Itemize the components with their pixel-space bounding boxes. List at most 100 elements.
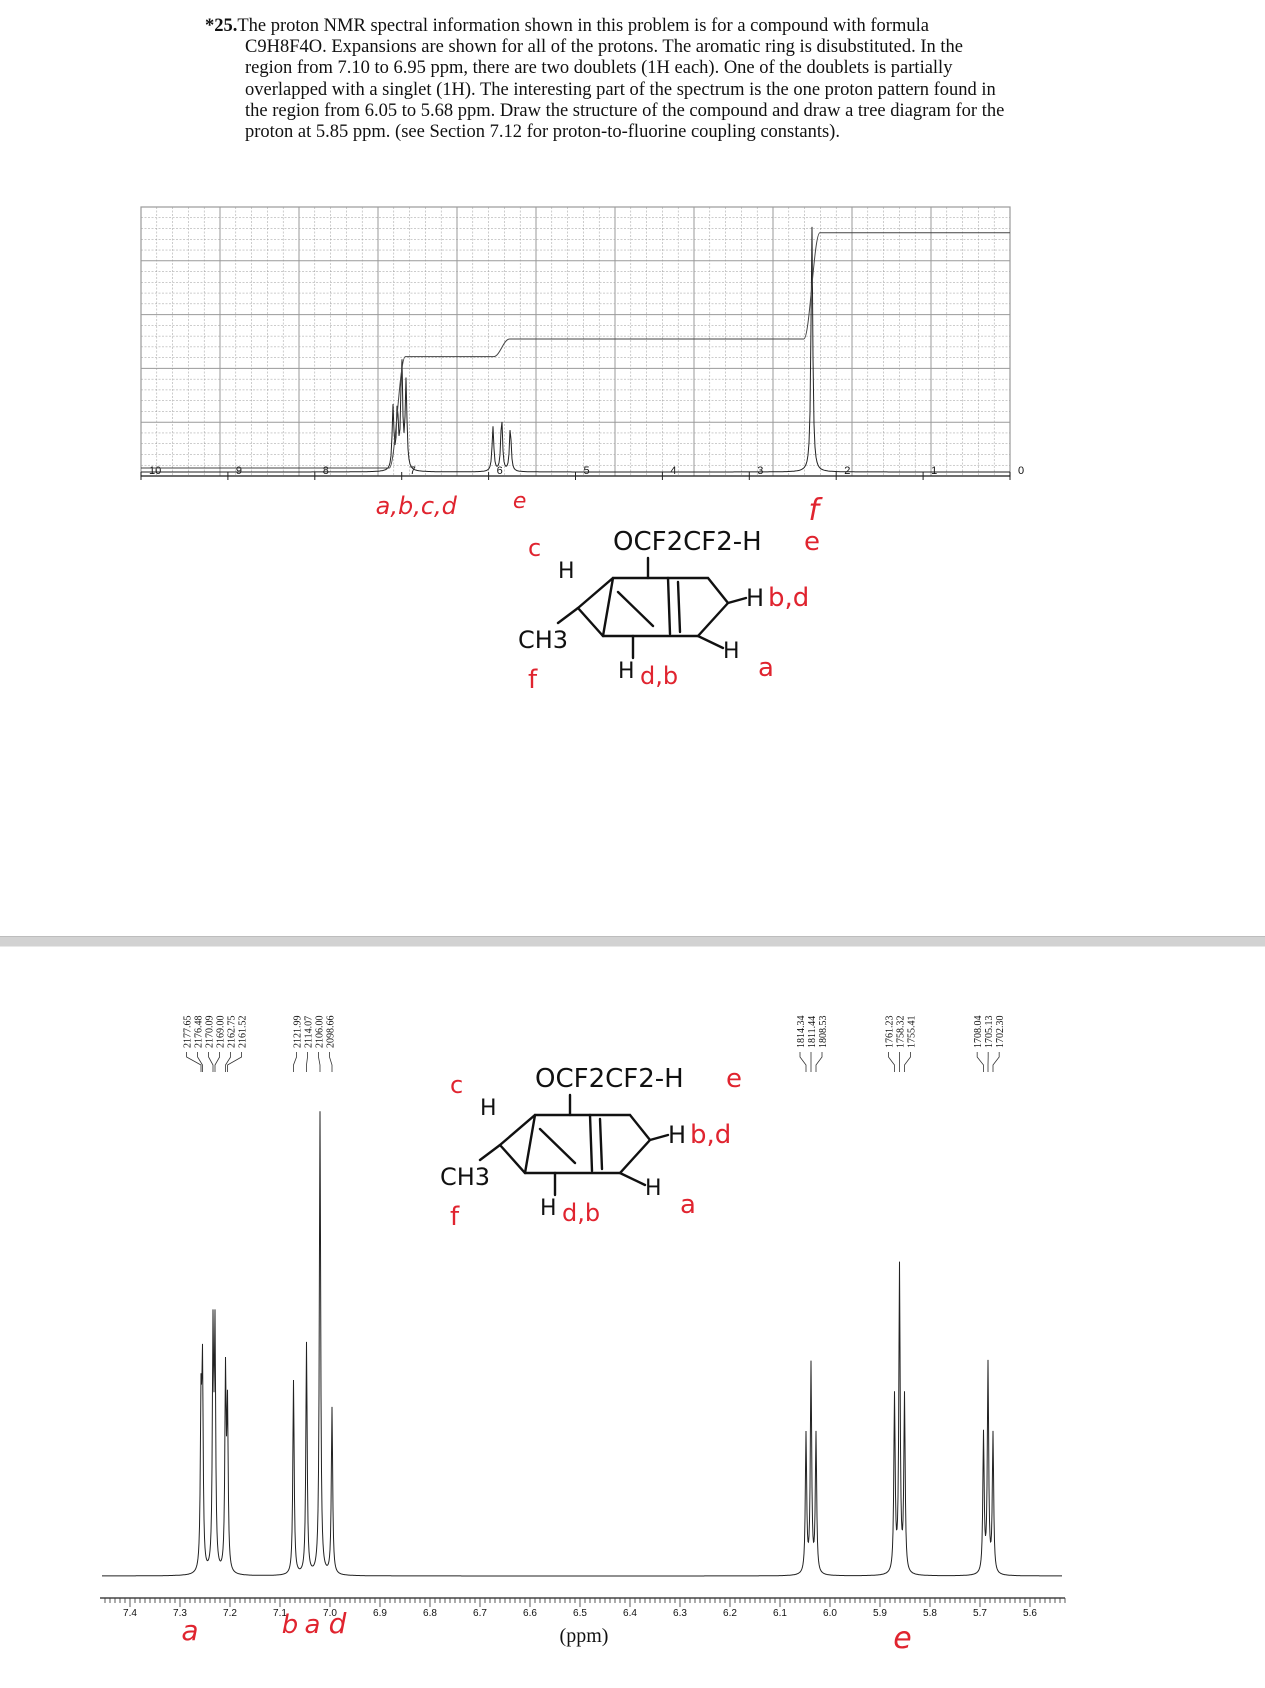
top-label-db: d,b [640, 662, 678, 690]
chart1-x-tick-label: 0 [1018, 465, 1024, 477]
chart2-x-axis-label: (ppm) [560, 1625, 609, 1647]
chart2-peak-label: 2170.09 [205, 1016, 216, 1049]
bottom-label-h-lower: H [645, 1176, 662, 1201]
top-methyl-label: CH3 [518, 626, 568, 654]
top-label-h-lower: H [723, 639, 740, 664]
chart2-x-tick-label: 6.8 [423, 1608, 437, 1619]
bottom-label-bd: b,d [690, 1120, 731, 1150]
chart2-peak-label: 2114.07 [304, 1016, 315, 1048]
top-label-h-bottom: H [618, 659, 635, 684]
top-proton-e-label: e [804, 527, 820, 557]
bottom-label-f: f [450, 1202, 460, 1232]
bottom-label-db: d,b [562, 1199, 600, 1227]
chart2-peak-label: 2176.48 [194, 1016, 205, 1049]
problem-text: The proton NMR spectral information show… [237, 16, 1005, 143]
chart2-peak-connector [214, 1052, 220, 1072]
chart1-spectrum-trace [141, 226, 1010, 473]
chart2-peak-label: 2169.00 [216, 1016, 227, 1049]
chart1-x-tick-label: 6 [497, 465, 503, 477]
chart2-peak-label: 1814.34 [796, 1016, 807, 1049]
chart2-x-tick-label: 6.1 [773, 1608, 787, 1619]
chart2-x-tick-label: 6.2 [723, 1608, 737, 1619]
chart2-spectrum-trace [102, 1111, 1062, 1577]
chart2-x-tick-label: 6.4 [623, 1608, 637, 1619]
chart2-x-tick-label: 7.3 [173, 1608, 187, 1619]
bottom-proton-e-label: e [726, 1064, 742, 1094]
chart2-peak-connector [888, 1052, 895, 1072]
chart2-peak-connector [904, 1052, 911, 1072]
chart2-annotation-label: b [282, 1610, 299, 1640]
problem-statement: *25.The proton NMR spectral information … [205, 16, 1005, 143]
chart2-peak-connector [293, 1052, 297, 1072]
chart2-peak-connector [225, 1052, 231, 1072]
bottom-methyl-label: CH3 [440, 1163, 490, 1191]
chart2-peak-label: 2161.52 [238, 1016, 249, 1049]
chart1-x-tick-label: 7 [410, 465, 416, 477]
chart1-integration-curve [141, 232, 1010, 469]
chart2-peak-connector [197, 1052, 203, 1072]
top-label-a: a [758, 653, 774, 683]
chart2-peak-connector [799, 1052, 807, 1072]
chart2-peak-label: 1705.13 [984, 1016, 995, 1049]
bottom-label-h-bottom: H [540, 1196, 557, 1221]
bottom-substituent-label: OCF2CF2-H [535, 1064, 684, 1094]
bottom-label-h-right: H [668, 1121, 686, 1149]
bottom-label-h-top: H [480, 1096, 497, 1121]
chart2-peak-connector [329, 1052, 333, 1072]
chart2-peak-connector [186, 1052, 202, 1072]
chart2-x-tick-label: 6.0 [823, 1608, 837, 1619]
chart2-x-tick-label: 7.4 [123, 1608, 137, 1619]
chart2-peak-label: 2162.75 [227, 1016, 238, 1049]
chart2-x-tick-label: 6.7 [473, 1608, 487, 1619]
chart2-x-tick-label: 5.7 [973, 1608, 987, 1619]
chart2-peak-label: 2098.66 [326, 1016, 337, 1049]
top-sub-bonds [556, 596, 748, 660]
image-divider [0, 936, 1265, 947]
chart2-peak-label: 1702.30 [995, 1016, 1006, 1049]
bottom-sub-bonds [478, 1133, 670, 1197]
chart2-x-tick-label: 6.3 [673, 1608, 687, 1619]
chart2-peak-label: 1761.23 [885, 1016, 896, 1049]
chart2-peak-label: 1808.53 [818, 1016, 829, 1049]
top-substituent-label: OCF2CF2-H [613, 527, 762, 557]
chart2-peak-connector [318, 1052, 321, 1072]
chart1-x-tick-label: 2 [844, 465, 850, 477]
chart2-peak-connector [208, 1052, 214, 1072]
chart1-plot-area: 10 9 8 7 6 5 4 3 2 1 0 [140, 206, 1024, 480]
chart2-x-tick-label: 6.9 [373, 1608, 387, 1619]
chart2-x-tick-label: 7.1 [273, 1608, 287, 1619]
chart2-peak-label: 2177.65 [183, 1016, 194, 1049]
top-label-c: c [528, 534, 541, 562]
chart1-frame [140, 206, 1011, 477]
bottom-ring-bonds [523, 1113, 604, 1175]
chart2-x-tick-label: 7.0 [323, 1608, 337, 1619]
chart1-x-tick-label: 9 [236, 465, 242, 477]
chart2-peak-label: 1758.32 [896, 1016, 907, 1049]
top-label-bd: b,d [768, 583, 809, 613]
bottom-label-a: a [680, 1190, 696, 1220]
chart2-x-tick-label: 6.6 [523, 1608, 537, 1619]
chart1-x-tick-label: 1 [931, 465, 937, 477]
chart2-peak-label: 1708.04 [973, 1016, 984, 1049]
chart1-x-tick-label: 3 [757, 465, 763, 477]
chart2-peak-connector [306, 1052, 308, 1072]
chart2-peak-label: 1755.41 [907, 1016, 918, 1049]
chart2-peak-label: 2121.99 [293, 1016, 304, 1049]
top-ring-bonds [601, 576, 682, 638]
chart2-plot-area: 7.4 7.3 7.2 7.1 7.0 6.9 6.8 6.7 6.6 6.5 6.4 6.3 6.2 6… [100, 1016, 1066, 1647]
problem-number: *25. [205, 16, 238, 36]
chart2-annotation-label: e [893, 1621, 911, 1656]
chart1-x-tick-label: 4 [670, 465, 676, 477]
chart2-peak-connector [815, 1052, 823, 1072]
bottom-ring-outline [498, 1113, 652, 1175]
chart2-peak-connector [992, 1052, 1000, 1072]
chart2-peak-label: 2106.00 [315, 1016, 326, 1049]
chart2-x-tick-label: 5.9 [873, 1608, 887, 1619]
chart1-annotation-label: a,b,c,d [376, 492, 458, 520]
chart2-annotation-label: a [305, 1610, 321, 1640]
bottom-label-c: c [450, 1071, 463, 1099]
